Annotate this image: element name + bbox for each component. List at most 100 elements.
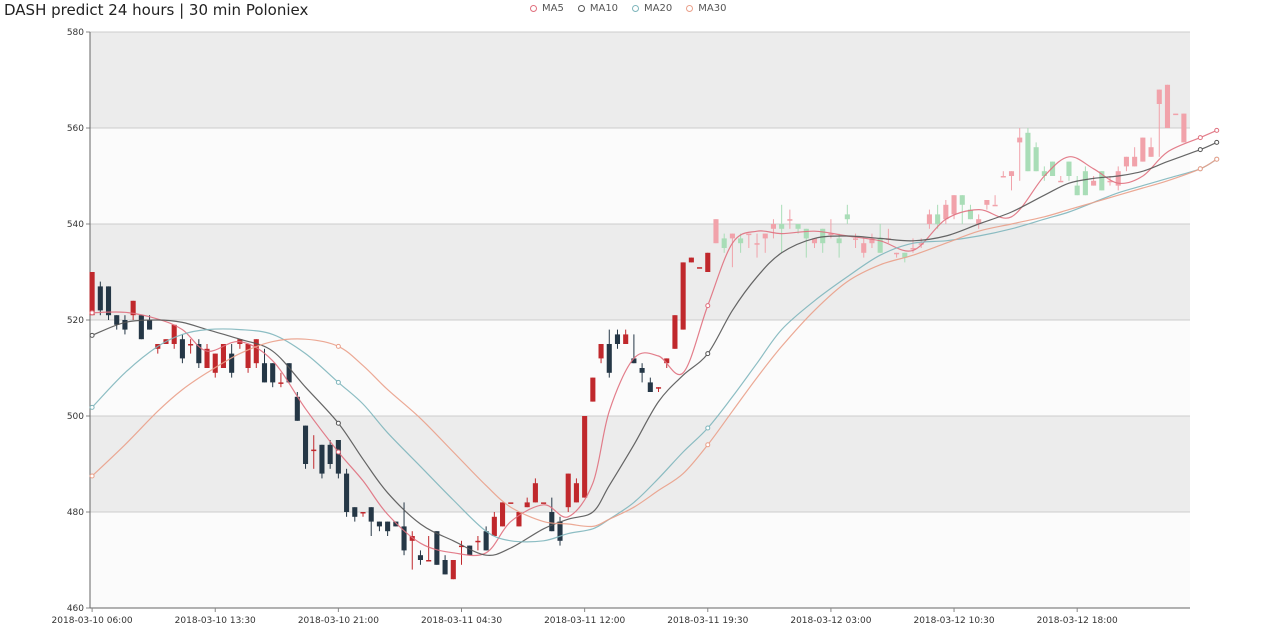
candle-body (524, 502, 530, 508)
candle-body (245, 344, 251, 368)
candle-body (270, 363, 276, 383)
candle-body (179, 339, 185, 359)
candle-body (212, 353, 218, 373)
legend: MA5 MA10 MA20 MA30 (530, 3, 726, 14)
candle-body (869, 238, 875, 244)
candle-body (647, 382, 653, 392)
candle-body (565, 473, 571, 508)
candle-body (1017, 137, 1023, 143)
candle-body (1115, 171, 1121, 186)
candle-body (688, 257, 694, 263)
candle-body (147, 320, 153, 330)
x-tick-label: 2018-03-10 13:30 (175, 616, 256, 626)
candle-body (516, 512, 522, 527)
candle-body (631, 358, 637, 364)
legend-item-ma20[interactable]: MA20 (632, 3, 672, 14)
x-tick-label: 2018-03-10 21:00 (298, 616, 379, 626)
candle-body (779, 224, 785, 229)
candle-body (261, 363, 268, 383)
ma30-marker (705, 442, 711, 448)
candle-body (713, 219, 719, 244)
candle-body (1041, 171, 1047, 176)
ma30-circle-icon (686, 5, 694, 12)
plot-band (90, 128, 1190, 224)
candle-body (746, 233, 752, 236)
ma30-marker (1214, 156, 1220, 162)
candle-body (935, 214, 941, 224)
candle-body (762, 233, 768, 239)
candle-body (902, 252, 908, 258)
candle-body (491, 516, 497, 536)
chart-title: DASH predict 24 hours | 30 min Poloniex (4, 1, 309, 19)
candle-body (623, 334, 629, 344)
candle-body (327, 444, 333, 464)
plot-band (90, 512, 1190, 608)
ma20-marker (335, 379, 341, 385)
candle-body (729, 233, 735, 239)
candle-body (1164, 84, 1171, 128)
candle-body (1091, 180, 1097, 186)
candle-body (467, 545, 473, 556)
legend-label-ma30: MA30 (698, 3, 727, 14)
candle-body (360, 512, 366, 514)
candle-body (1050, 161, 1056, 176)
candle-body (541, 502, 547, 504)
candle-body (278, 382, 284, 384)
y-tick-label: 560 (67, 124, 84, 134)
candle-body (943, 204, 949, 220)
candle-body (1148, 147, 1154, 157)
candle-body (376, 521, 382, 527)
candle-body (368, 507, 374, 522)
legend-label-ma5: MA5 (542, 3, 564, 14)
candle-body (409, 536, 415, 541)
candle-body (861, 243, 867, 253)
legend-item-ma10[interactable]: MA10 (577, 3, 618, 14)
candle-body (1173, 113, 1179, 116)
candle-body (910, 248, 916, 250)
candle-body (1132, 156, 1138, 167)
candle-body (500, 502, 506, 527)
candle-body (188, 344, 194, 346)
candle-body (557, 521, 563, 541)
legend-item-ma30[interactable]: MA30 (686, 3, 726, 14)
candle-body (721, 238, 727, 248)
candle-body (606, 344, 612, 373)
ma5-marker (1214, 127, 1220, 133)
candle-body (1000, 176, 1006, 178)
candle-body (1156, 89, 1162, 104)
candle-body (836, 238, 842, 244)
candle-body (1008, 171, 1015, 176)
candle-body (450, 560, 456, 580)
candle-body (738, 238, 744, 244)
x-tick-label: 2018-03-10 06:00 (52, 616, 133, 626)
candle-body (508, 502, 514, 504)
x-tick-label: 2018-03-11 12:00 (544, 616, 625, 626)
legend-item-ma5[interactable]: MA5 (530, 3, 564, 14)
ma20-line (91, 158, 1218, 543)
candle-body (795, 224, 801, 229)
candle-body (434, 531, 440, 565)
candle-body (426, 560, 432, 562)
ma10-marker (705, 351, 711, 357)
candle-body (655, 387, 662, 389)
ma10-marker (1197, 147, 1203, 153)
candle-body (204, 348, 210, 368)
candle-body (138, 315, 144, 340)
legend-label-ma20: MA20 (644, 3, 673, 14)
candle-body (393, 521, 399, 527)
candle-body (992, 204, 998, 207)
plot-band (90, 416, 1190, 512)
candle-body (803, 228, 809, 239)
ma20-marker (89, 404, 95, 410)
candle-body (294, 396, 300, 421)
ma20-marker (705, 425, 711, 431)
candle-body (1058, 180, 1064, 183)
candle-body (1082, 171, 1088, 196)
candle-body (286, 363, 292, 383)
candle-body (1181, 113, 1187, 143)
candle-body (1107, 180, 1113, 183)
candle-body (680, 262, 686, 330)
ma30-marker (1197, 166, 1203, 172)
y-tick-label: 460 (67, 604, 84, 614)
candle-body (844, 214, 850, 220)
